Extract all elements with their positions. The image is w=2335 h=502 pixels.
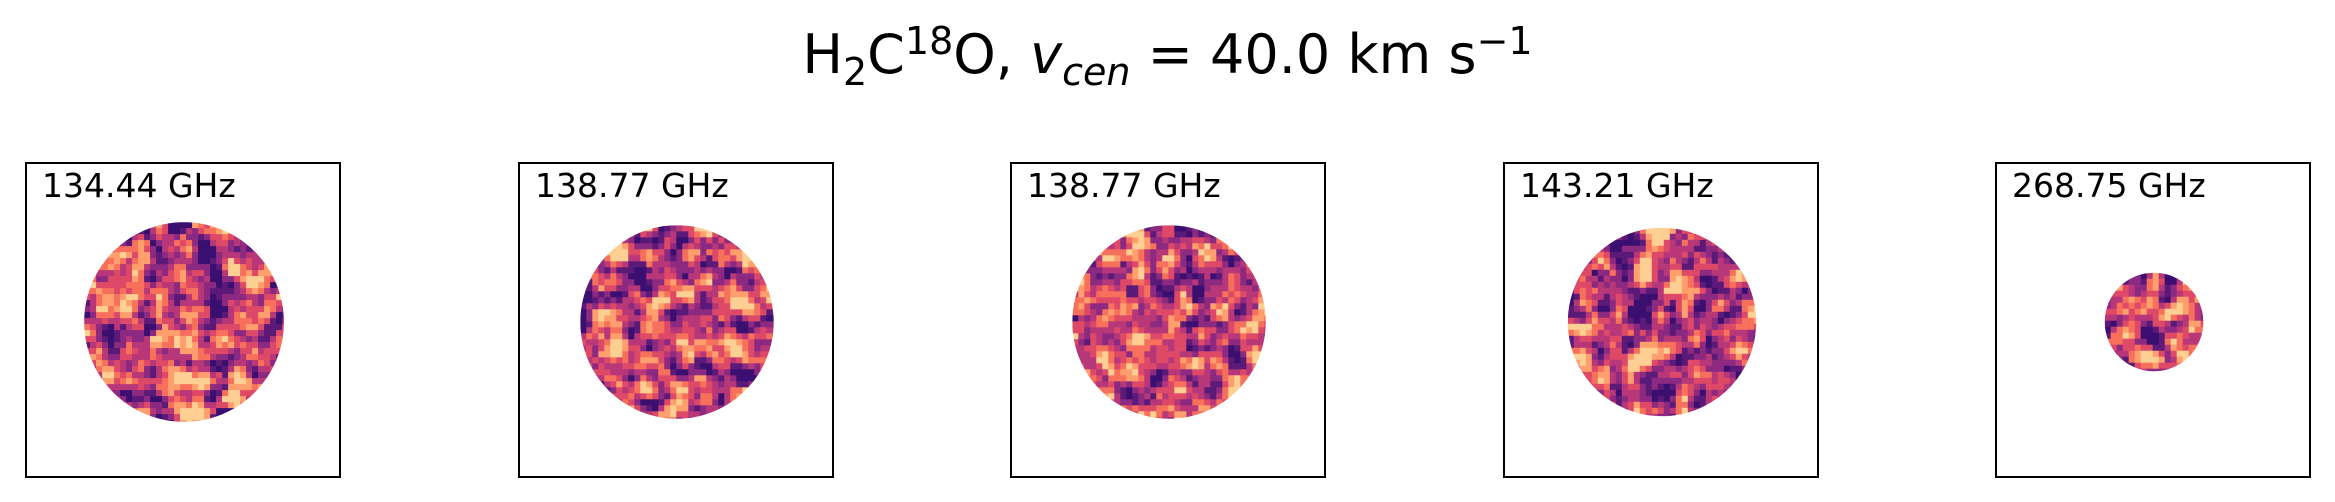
panel-frequency-label: 138.77 GHz <box>1027 166 1221 205</box>
channel-panel-3: 138.77 GHz <box>1010 162 1326 478</box>
noise-disk-image <box>2104 272 2204 372</box>
noise-disk-image <box>1072 225 1266 419</box>
panel-frequency-label: 134.44 GHz <box>42 166 236 205</box>
noise-disk-image <box>580 225 774 419</box>
noise-disk-image <box>84 222 284 422</box>
panel-frequency-label: 138.77 GHz <box>535 166 729 205</box>
channel-panel-1: 134.44 GHz <box>25 162 341 478</box>
channel-panel-4: 143.21 GHz <box>1503 162 1819 478</box>
noise-disk-image <box>1567 227 1757 417</box>
channel-panel-5: 268.75 GHz <box>1995 162 2311 478</box>
figure-title: H2C18O, vcen = 40.0 km s−1 <box>802 19 1533 94</box>
panel-frequency-label: 143.21 GHz <box>1520 166 1714 205</box>
channel-panel-2: 138.77 GHz <box>518 162 834 478</box>
panel-frequency-label: 268.75 GHz <box>2012 166 2206 205</box>
